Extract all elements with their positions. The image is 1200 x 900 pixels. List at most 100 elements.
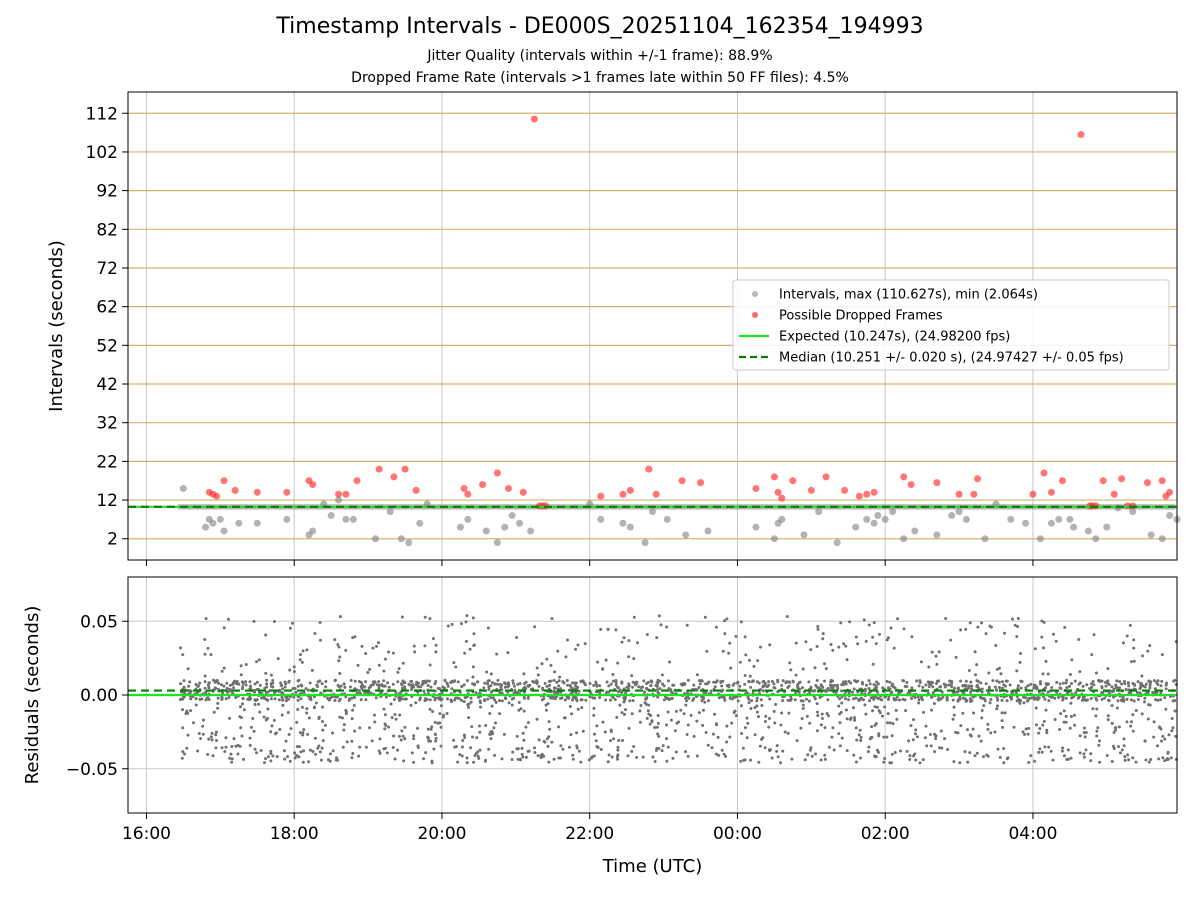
residual-point [674,709,678,713]
residual-point [801,707,805,711]
residual-point [635,755,639,759]
residual-point [351,636,355,640]
residual-point [353,679,357,683]
dropped-frame-point [1058,477,1066,485]
residual-point [292,665,296,669]
residual-point [873,705,877,709]
residual-point [494,700,498,704]
residual-point [721,649,725,653]
residual-point [1095,707,1099,711]
residual-point [263,697,267,701]
residual-point [1089,759,1093,763]
residual-point [471,682,475,686]
residual-point [1171,699,1175,703]
residual-point [569,733,573,737]
residual-point [521,731,525,735]
residual-point [773,721,777,725]
residual-point [264,633,268,637]
residual-point [656,721,660,725]
residual-point [1058,682,1062,686]
residual-point [1112,689,1116,693]
interval-point [405,539,413,547]
residual-point [739,759,743,763]
residual-point [554,686,558,690]
residual-point [853,716,857,720]
residual-point [642,679,646,683]
residual-point [609,682,613,686]
residual-point [1061,746,1065,750]
residual-point [203,674,207,678]
residual-point [536,754,540,758]
residual-point [921,698,925,702]
residual-point [380,684,384,688]
residual-point [823,726,827,730]
residual-point [1002,695,1006,699]
residual-point [658,687,662,691]
residual-point [1024,686,1028,690]
residual-point [471,616,475,620]
residual-point [1127,758,1131,762]
residual-point [1117,725,1121,729]
residual-point [598,695,602,699]
residual-point [616,661,620,665]
residual-point [859,735,863,739]
residual-point [191,721,195,725]
residual-point [465,614,469,618]
residual-point [1054,639,1058,643]
residual-point [905,684,909,688]
residual-point [519,707,523,711]
residual-point [240,734,244,738]
residual-point [871,635,875,639]
residual-point [665,737,669,741]
residual-point [633,683,637,687]
residual-point [537,684,541,688]
residual-point [269,759,273,763]
residual-point [924,724,928,728]
residual-point [605,680,609,684]
residual-point [431,637,435,641]
residual-point [1069,701,1073,705]
interval-point [386,508,394,516]
residual-point [423,615,427,619]
dropped-frame-point [479,481,487,489]
residual-point [881,686,885,690]
residual-point [577,749,581,753]
residual-point [203,652,207,656]
residual-point [487,687,491,691]
residual-point [714,752,718,756]
residual-point [666,679,670,683]
residual-point [269,749,273,753]
residual-point [974,673,978,677]
residual-point [734,634,738,638]
residual-point [378,751,382,755]
residual-point [664,696,668,700]
residual-point [412,760,416,764]
interval-point [335,496,343,504]
residual-point [277,698,281,702]
residual-point [323,723,327,727]
residual-point [968,751,972,755]
interval-point [320,500,328,508]
residual-point [608,698,612,702]
residual-point [662,698,666,702]
interval-point [704,527,712,535]
residual-point [445,681,449,685]
residual-point [733,709,737,713]
residual-point [493,698,497,702]
interval-point [863,515,871,523]
residual-point [464,620,468,624]
residual-point [570,712,574,716]
residual-point [811,689,815,693]
residual-point [293,687,297,691]
intervals-series [179,484,1181,547]
residual-point [436,721,440,725]
residual-point [1128,623,1132,627]
bottom-ytick-label-0: 0.05 [80,612,118,632]
residual-point [387,685,391,689]
residual-point [264,671,268,675]
residual-point [886,721,890,725]
residual-point [728,641,732,645]
residual-point [890,734,894,738]
residual-point [622,636,626,640]
residual-point [331,731,335,735]
